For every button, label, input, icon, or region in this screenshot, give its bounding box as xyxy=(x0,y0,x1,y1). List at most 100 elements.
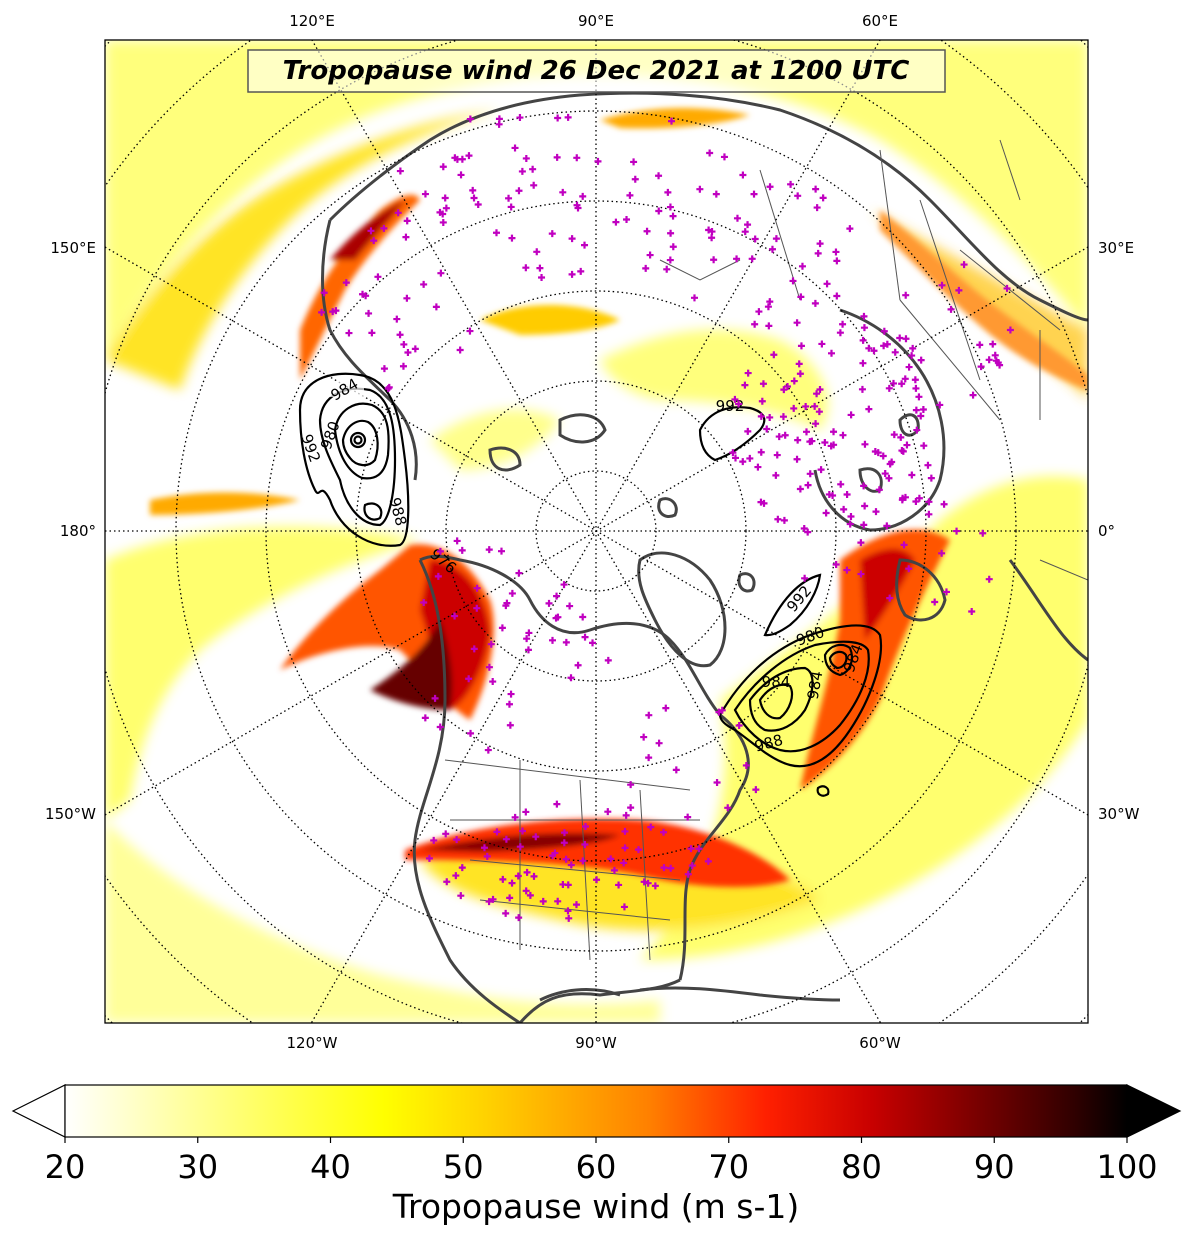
station-marker xyxy=(404,349,412,357)
station-marker xyxy=(902,335,910,343)
station-marker xyxy=(860,482,868,490)
station-marker xyxy=(515,569,523,577)
station-marker xyxy=(994,359,1002,367)
station-marker xyxy=(905,363,913,371)
station-marker xyxy=(857,570,865,578)
longitude-labels: 120°E 90°E 60°E 120°W 90°W 60°W 150°E 18… xyxy=(45,12,1140,1052)
station-marker xyxy=(704,857,712,865)
station-marker xyxy=(897,433,905,441)
station-marker xyxy=(452,872,460,880)
station-marker xyxy=(362,292,370,300)
station-marker xyxy=(518,167,526,175)
station-marker xyxy=(793,455,801,463)
station-marker xyxy=(733,214,741,222)
station-marker xyxy=(505,700,513,708)
station-marker xyxy=(979,529,987,537)
map-title: Tropopause wind 26 Dec 2021 at 1200 UTC xyxy=(283,56,910,86)
station-marker xyxy=(487,640,495,648)
station-marker xyxy=(741,381,749,389)
station-marker xyxy=(912,406,920,414)
station-marker xyxy=(796,370,804,378)
station-marker xyxy=(688,862,696,870)
station-marker xyxy=(560,581,568,589)
station-marker xyxy=(968,607,976,615)
station-marker xyxy=(615,881,623,889)
lon-label-right: 30°W xyxy=(1098,805,1140,823)
lon-label-bottom: 60°W xyxy=(859,1034,901,1052)
station-marker xyxy=(811,299,819,307)
colorbar: 20 30 40 50 60 70 80 90 100 Tropopause wind (m s… xyxy=(11,1084,1182,1226)
station-marker xyxy=(560,829,568,837)
station-marker xyxy=(735,400,743,408)
station-marker xyxy=(554,114,562,122)
station-marker xyxy=(796,485,804,493)
station-marker xyxy=(365,309,373,317)
station-marker xyxy=(645,711,653,719)
station-marker xyxy=(787,180,795,188)
station-marker xyxy=(908,352,916,360)
station-marker xyxy=(861,440,869,448)
station-marker xyxy=(690,294,698,302)
station-marker xyxy=(526,891,534,899)
station-marker xyxy=(610,866,618,874)
station-marker xyxy=(832,561,840,569)
station-marker xyxy=(505,194,513,202)
station-marker xyxy=(470,645,478,653)
station-marker xyxy=(380,365,388,373)
station-marker xyxy=(833,257,841,265)
station-marker xyxy=(817,466,825,474)
station-marker xyxy=(552,614,560,622)
station-marker xyxy=(751,320,759,328)
station-marker xyxy=(566,602,574,610)
station-marker xyxy=(451,612,459,620)
station-marker xyxy=(757,412,765,420)
station-marker xyxy=(485,898,493,906)
station-marker xyxy=(604,808,612,816)
station-marker xyxy=(915,494,923,502)
station-marker xyxy=(522,264,530,272)
contour-europe-992 xyxy=(698,406,766,462)
station-marker xyxy=(766,183,774,191)
station-marker xyxy=(589,639,597,647)
station-marker xyxy=(439,163,447,171)
station-marker xyxy=(911,376,919,384)
station-marker xyxy=(832,248,840,256)
station-marker xyxy=(912,384,920,392)
station-marker xyxy=(881,470,889,478)
station-marker xyxy=(818,340,826,348)
station-marker xyxy=(908,471,916,479)
station-marker xyxy=(396,167,404,175)
station-marker xyxy=(748,255,756,263)
station-marker xyxy=(396,331,404,339)
station-marker xyxy=(548,230,556,238)
station-marker xyxy=(684,870,692,878)
station-marker xyxy=(925,510,933,518)
station-marker xyxy=(627,781,635,789)
station-marker xyxy=(925,498,933,506)
station-marker xyxy=(643,227,651,235)
station-marker xyxy=(508,234,516,242)
station-marker xyxy=(758,397,766,405)
station-marker xyxy=(840,505,848,513)
station-marker xyxy=(533,248,541,256)
station-marker xyxy=(622,811,630,819)
station-marker xyxy=(403,217,411,225)
station-marker xyxy=(630,158,638,166)
station-marker xyxy=(816,240,824,248)
station-marker xyxy=(985,575,993,583)
station-marker xyxy=(953,527,961,535)
lon-label-top: 90°E xyxy=(578,12,614,30)
station-marker xyxy=(573,154,581,162)
station-marker xyxy=(905,565,913,573)
station-marker xyxy=(847,411,855,419)
contour-label: 992 xyxy=(716,397,745,415)
station-marker xyxy=(843,491,851,499)
station-marker xyxy=(865,405,873,413)
station-marker xyxy=(502,602,510,610)
station-marker xyxy=(752,786,760,794)
station-marker xyxy=(731,454,739,462)
station-marker xyxy=(456,346,464,354)
station-marker xyxy=(442,204,450,212)
